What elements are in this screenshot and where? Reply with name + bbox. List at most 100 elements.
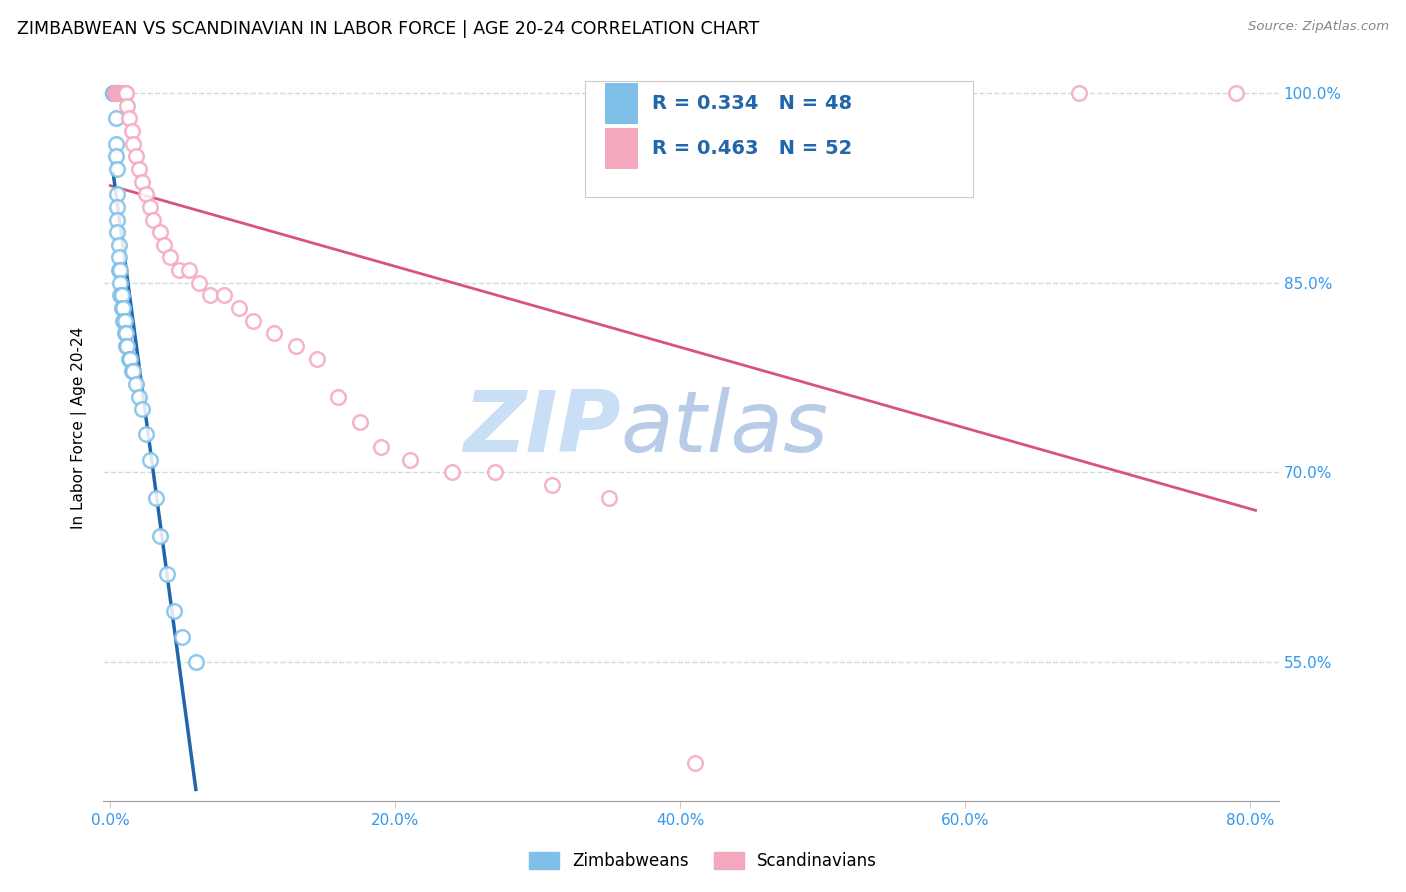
Point [105,136,128,151]
Text: R = 0.334   N = 48: R = 0.334 N = 48 [652,95,852,113]
Point [110,86,132,100]
Point [1069,86,1091,100]
Point [112,313,135,327]
Bar [605,83,638,124]
Point [112,86,135,100]
Point [135,427,157,442]
Point [110,86,132,100]
Point [105,86,128,100]
Point [198,288,221,302]
Point [142,212,165,227]
Point [128,390,150,404]
Point [103,86,125,100]
Point [349,415,371,429]
Point [110,288,132,302]
Point [104,86,127,100]
Point [242,313,264,327]
Point [111,301,134,315]
Point [107,86,129,100]
Point [108,86,131,100]
Point [184,655,207,669]
Text: ZIP: ZIP [463,386,620,469]
Point [104,86,127,100]
Point [484,466,506,480]
Point [683,756,706,771]
Point [114,326,136,341]
Point [107,187,129,202]
Point [108,251,131,265]
Text: ZIMBABWEAN VS SCANDINAVIAN IN LABOR FORCE | AGE 20-24 CORRELATION CHART: ZIMBABWEAN VS SCANDINAVIAN IN LABOR FORC… [17,20,759,37]
Point [105,86,128,100]
Point [284,339,307,353]
Point [541,478,564,492]
Bar [605,128,638,169]
FancyBboxPatch shape [585,81,973,197]
Point [328,390,350,404]
Point [111,288,134,302]
Point [107,200,129,214]
Point [135,187,157,202]
Point [163,605,186,619]
Point [110,276,132,290]
Point [263,326,285,341]
Point [107,225,129,239]
Point [107,161,129,176]
Text: atlas: atlas [620,386,828,469]
Legend: Zimbabweans, Scandinavians: Zimbabweans, Scandinavians [522,845,884,877]
Point [145,491,167,505]
Point [103,86,125,100]
Point [121,364,143,378]
Point [104,86,127,100]
Point [108,237,131,252]
Point [156,566,179,581]
Point [305,351,328,366]
Point [104,86,127,100]
Point [370,440,392,454]
Point [398,452,420,467]
Point [128,161,150,176]
Point [214,288,236,302]
Point [187,276,209,290]
Point [115,86,138,100]
Point [110,263,132,277]
Text: Source: ZipAtlas.com: Source: ZipAtlas.com [1249,20,1389,33]
Point [107,86,129,100]
Point [117,339,139,353]
Point [131,402,153,417]
Point [177,263,200,277]
Point [105,86,128,100]
Point [149,528,172,542]
Point [105,149,128,163]
Point [122,136,145,151]
Point [104,86,127,100]
Point [121,124,143,138]
Point [170,630,193,644]
Point [112,301,135,315]
Point [107,212,129,227]
Point [115,326,138,341]
Point [122,364,145,378]
Point [108,263,131,277]
Point [108,86,131,100]
Point [139,200,162,214]
Point [111,86,134,100]
Point [120,351,142,366]
Point [115,339,138,353]
Point [167,263,190,277]
Point [228,301,250,315]
Point [118,351,141,366]
Point [117,99,139,113]
Point [105,86,128,100]
Point [105,86,128,100]
Y-axis label: In Labor Force | Age 20-24: In Labor Force | Age 20-24 [72,327,87,529]
Point [125,149,148,163]
Point [139,452,162,467]
Point [149,225,172,239]
Point [159,251,181,265]
Point [105,112,128,126]
Point [105,86,128,100]
Point [114,313,136,327]
Point [114,86,136,100]
Point [112,86,135,100]
Point [1225,86,1247,100]
